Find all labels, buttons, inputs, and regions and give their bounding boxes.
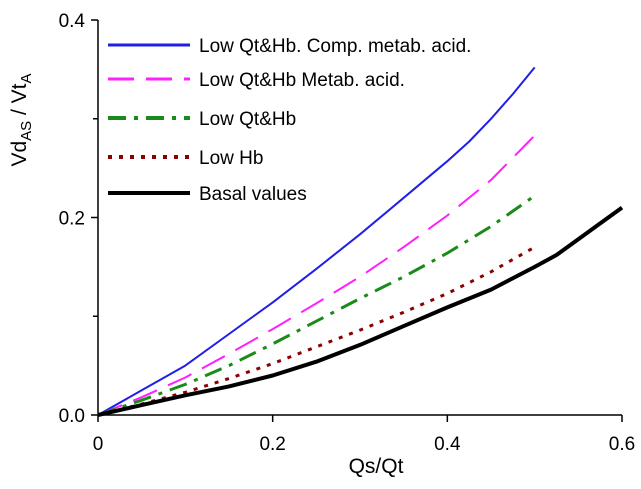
legend-label-1: Low Qt&Hb. Comp. metab. acid. (199, 36, 471, 57)
series-line-5 (97, 205, 624, 417)
x-tick-label: 0.4 (434, 434, 461, 455)
series-line-3 (97, 194, 536, 417)
y-axis-title-part: AS (18, 121, 35, 141)
y-tick-label: 0.2 (59, 209, 85, 230)
legend-label-4: Low Hb (199, 148, 263, 169)
y-axis-title-part: / Vt (8, 83, 31, 121)
legend-label-3: Low Qt&Hb (199, 109, 296, 130)
y-axis-title-part: Vd (8, 141, 31, 167)
x-tick-label: 0 (93, 434, 104, 455)
y-tick-label: 0.0 (59, 406, 85, 427)
y-axis-title: VdAS / VtA (8, 73, 35, 166)
legend-label-2: Low Qt&Hb Metab. acid. (199, 70, 405, 91)
series-line-2 (97, 134, 536, 416)
x-tick-label: 0.2 (259, 434, 285, 455)
x-tick-label: 0.6 (609, 434, 635, 455)
y-tick-label: 0.4 (59, 11, 86, 32)
series-line-1 (97, 66, 536, 416)
axes (91, 19, 623, 422)
legend: Low Qt&Hb. Comp. metab. acid. Low Qt&Hb M… (108, 36, 471, 205)
axis-labels: 0.0 0.2 0.4 0 0.2 0.4 0.6 Qs/Qt VdAS / VtA (8, 11, 635, 478)
legend-label-5: Basal values (199, 184, 307, 205)
y-axis-title-part: A (18, 73, 35, 83)
x-axis-title: Qs/Qt (349, 455, 404, 478)
series-line-4 (97, 245, 536, 417)
series-layer (97, 66, 624, 417)
